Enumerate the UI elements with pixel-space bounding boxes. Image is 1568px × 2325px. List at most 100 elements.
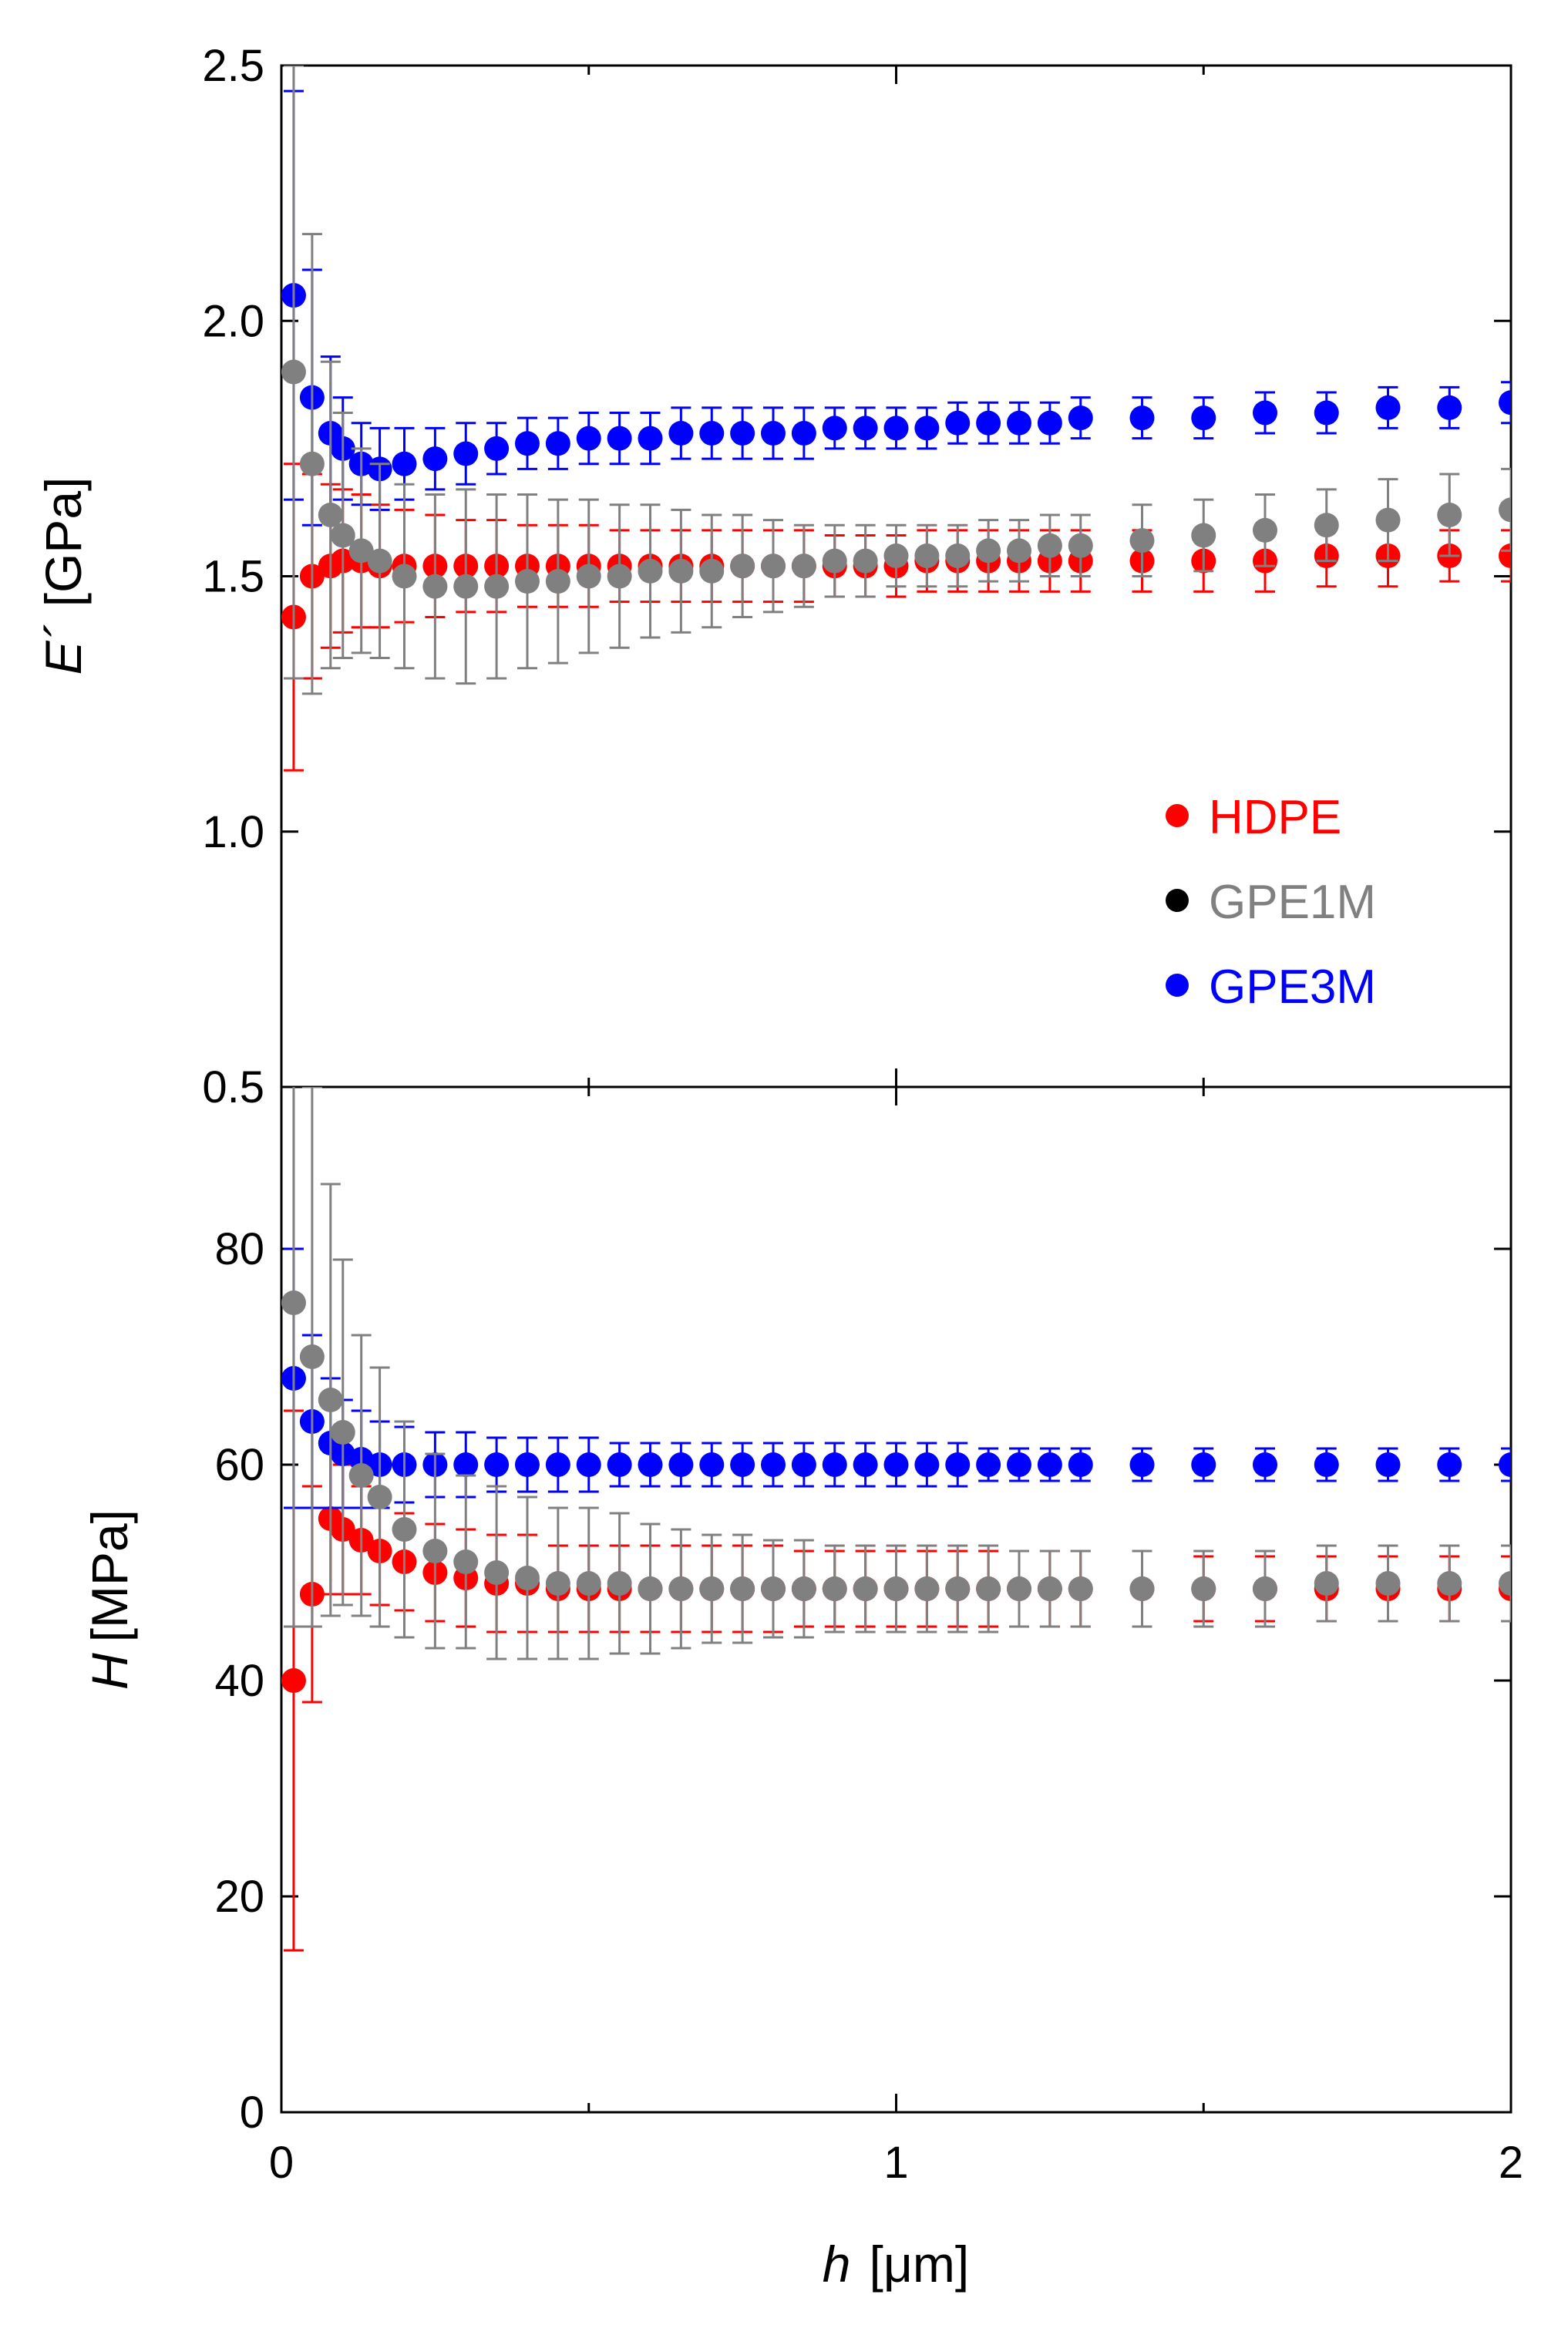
data-point (638, 1452, 663, 1477)
data-point (945, 543, 971, 568)
data-point (945, 1576, 971, 1601)
data-point (392, 451, 417, 476)
top-ytick-label: 1.0 (202, 807, 264, 857)
data-point (883, 1452, 909, 1477)
data-point (853, 1576, 878, 1601)
data-point (281, 1668, 306, 1693)
x-tick-label: 0 (269, 2138, 294, 2188)
data-point (638, 558, 663, 584)
data-point (1499, 497, 1511, 523)
data-point (976, 538, 1001, 564)
data-point (976, 410, 1001, 436)
data-point (576, 1452, 601, 1477)
data-point (299, 1344, 325, 1369)
data-point (761, 553, 786, 579)
data-point (367, 1485, 392, 1509)
x-tick-label: 2 (1499, 2138, 1523, 2188)
bottom-ytick-label: 60 (214, 1440, 264, 1490)
legend-marker-gpe3m (1166, 974, 1189, 997)
data-point (1437, 395, 1462, 420)
data-point (1253, 1452, 1277, 1477)
data-point (761, 421, 786, 446)
legend-marker-gpe1m (1166, 889, 1189, 912)
data-point (281, 1290, 306, 1315)
data-point (1253, 400, 1277, 426)
top-y-axis-symbol: E´ (35, 624, 92, 675)
data-point (822, 548, 847, 574)
legend-marker-hdpe (1166, 804, 1189, 827)
data-point (668, 421, 694, 446)
bottom-series-gpe1m (281, 1087, 1511, 1660)
data-point (730, 553, 755, 579)
data-point (1007, 1452, 1031, 1477)
data-point (914, 416, 940, 441)
data-point (453, 1452, 479, 1477)
data-point (1191, 405, 1216, 431)
data-point (1253, 517, 1277, 543)
data-point (348, 1463, 374, 1488)
data-point (1007, 538, 1031, 564)
data-point (318, 1388, 343, 1412)
top-y-axis-unit: [GPa] (35, 477, 92, 607)
legend-label-hdpe: HDPE (1209, 791, 1341, 844)
x-tick-label: 1 (883, 2138, 908, 2188)
data-point (1437, 503, 1462, 527)
data-point (976, 1576, 1001, 1601)
bottom-panel-series (281, 1087, 1511, 1952)
bottom-y-axis-symbol: H (81, 1653, 138, 1690)
data-point (791, 421, 816, 446)
data-point (1375, 1452, 1401, 1477)
data-point (607, 426, 632, 451)
data-point (545, 569, 570, 594)
data-point (945, 1452, 971, 1477)
data-point (699, 558, 725, 584)
data-point (1068, 533, 1093, 558)
data-point (761, 1576, 786, 1601)
bottom-panel-ticks: 0 20 40 60 80 0 1 2 (214, 1087, 1523, 2188)
data-point (545, 431, 570, 456)
data-point (638, 426, 663, 451)
data-point (1253, 1576, 1277, 1601)
data-point (1375, 395, 1401, 420)
data-point (422, 1539, 448, 1563)
data-point (883, 1576, 909, 1601)
x-axis-unit: [μm] (870, 2236, 970, 2293)
data-point (330, 523, 355, 548)
data-point (299, 451, 325, 476)
bottom-y-axis-unit: [MPa] (81, 1509, 138, 1642)
data-point (1499, 1452, 1511, 1477)
data-point (281, 359, 306, 385)
data-point (822, 416, 847, 441)
data-point (545, 1571, 570, 1596)
data-point (576, 564, 601, 589)
top-ytick-label: 2.5 (202, 41, 264, 91)
data-point (883, 416, 909, 441)
data-point (822, 1576, 847, 1601)
top-series-gpe1m (281, 66, 1511, 695)
data-point (730, 1452, 755, 1477)
data-point (853, 416, 878, 441)
x-axis-symbol: h (823, 2236, 851, 2293)
legend-label-gpe3m: GPE3M (1209, 961, 1376, 1014)
data-point (668, 1576, 694, 1601)
data-point (668, 558, 694, 584)
data-point (515, 1452, 540, 1477)
data-point (1129, 1452, 1155, 1477)
data-point (1037, 1452, 1062, 1477)
bottom-ytick-label: 80 (214, 1224, 264, 1274)
top-y-axis-title: E´ [GPa] (35, 477, 92, 675)
data-point (730, 1576, 755, 1601)
data-point (1375, 507, 1401, 533)
bottom-series-hdpe (281, 1409, 1511, 1952)
data-point (318, 503, 343, 527)
data-point (699, 1452, 725, 1477)
data-point (699, 421, 725, 446)
top-ytick-label: 0.5 (202, 1062, 264, 1112)
data-point (545, 1452, 570, 1477)
data-point (914, 1576, 940, 1601)
data-point (607, 564, 632, 589)
legend-label-gpe1m: GPE1M (1209, 876, 1376, 929)
data-point (1375, 1571, 1401, 1596)
data-point (367, 548, 392, 574)
